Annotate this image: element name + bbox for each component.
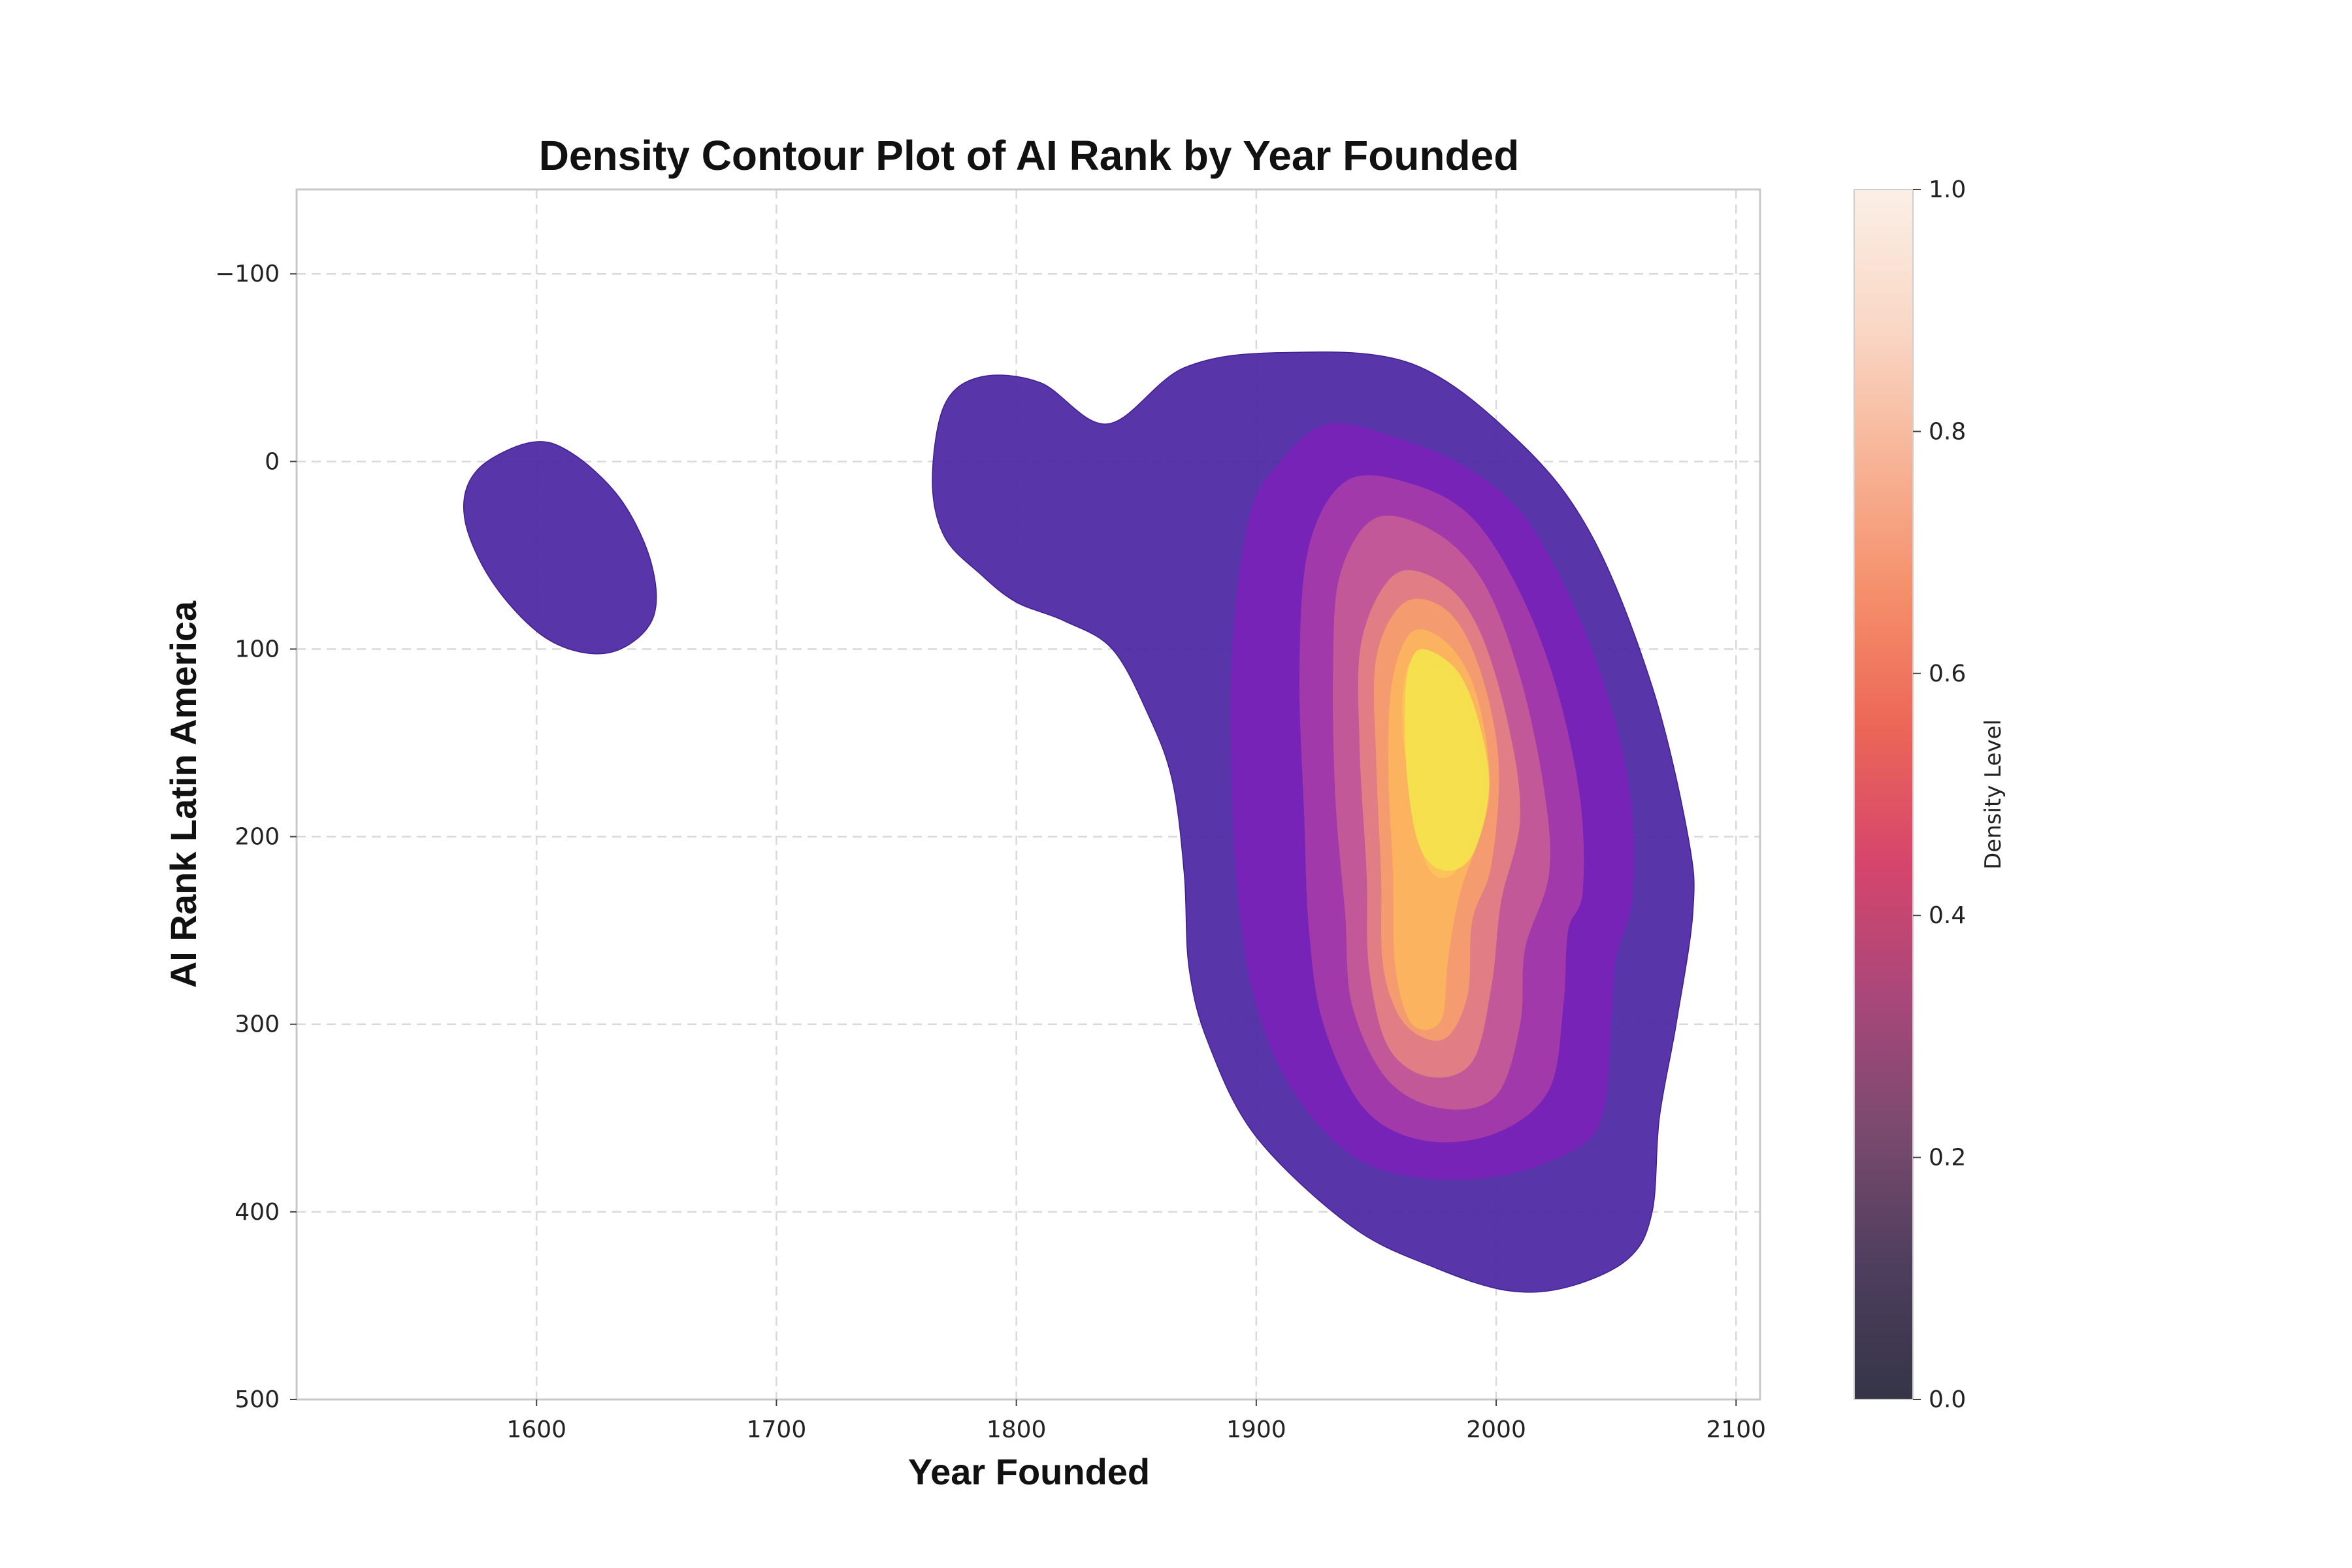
contour-level-9-region-1 [1405, 649, 1490, 871]
colorbar-tick-label: 0.2 [1929, 1145, 1966, 1171]
x-tick-label: 2000 [1466, 1416, 1526, 1443]
chart-title: Density Contour Plot of AI Rank by Year … [539, 132, 1520, 179]
x-tick-label: 2100 [1706, 1416, 1766, 1443]
colorbar-tick-label: 0.6 [1929, 661, 1966, 687]
y-ticks: −100 0 100 200 300 400 500 [215, 261, 297, 1413]
colorbar-ticks: 0.0 0.2 0.4 0.6 0.8 1.0 [1913, 176, 1966, 1413]
x-tick-label: 1600 [506, 1416, 566, 1443]
colorbar-tick-label: 0.4 [1929, 902, 1966, 929]
y-tick-label: 300 [235, 1011, 280, 1038]
colorbar-tick-label: 0.0 [1929, 1386, 1966, 1413]
colorbar-tick-label: 1.0 [1929, 176, 1966, 203]
x-ticks: 1600 1700 1800 1900 2000 2100 [506, 1399, 1766, 1443]
plot-frame [295, 188, 1761, 1401]
contour-layer [463, 351, 1695, 1293]
y-tick-label: 400 [235, 1199, 280, 1226]
colorbar [1854, 189, 1914, 1400]
y-tick-label: 200 [235, 824, 280, 851]
colorbar-label: Density Level [1980, 719, 2006, 870]
contour-level-1-region-1 [463, 441, 657, 655]
y-axis-label: AI Rank Latin America [163, 600, 204, 988]
x-axis-label: Year Founded [908, 1451, 1150, 1492]
x-tick-label: 1800 [987, 1416, 1047, 1443]
x-tick-label: 1900 [1226, 1416, 1286, 1443]
x-tick-label: 1700 [747, 1416, 807, 1443]
y-tick-label: 500 [235, 1386, 280, 1413]
y-tick-label: 100 [235, 636, 280, 662]
y-tick-label: 0 [265, 448, 280, 475]
y-tick-label: −100 [215, 261, 280, 287]
colorbar-tick-label: 0.8 [1929, 418, 1966, 445]
